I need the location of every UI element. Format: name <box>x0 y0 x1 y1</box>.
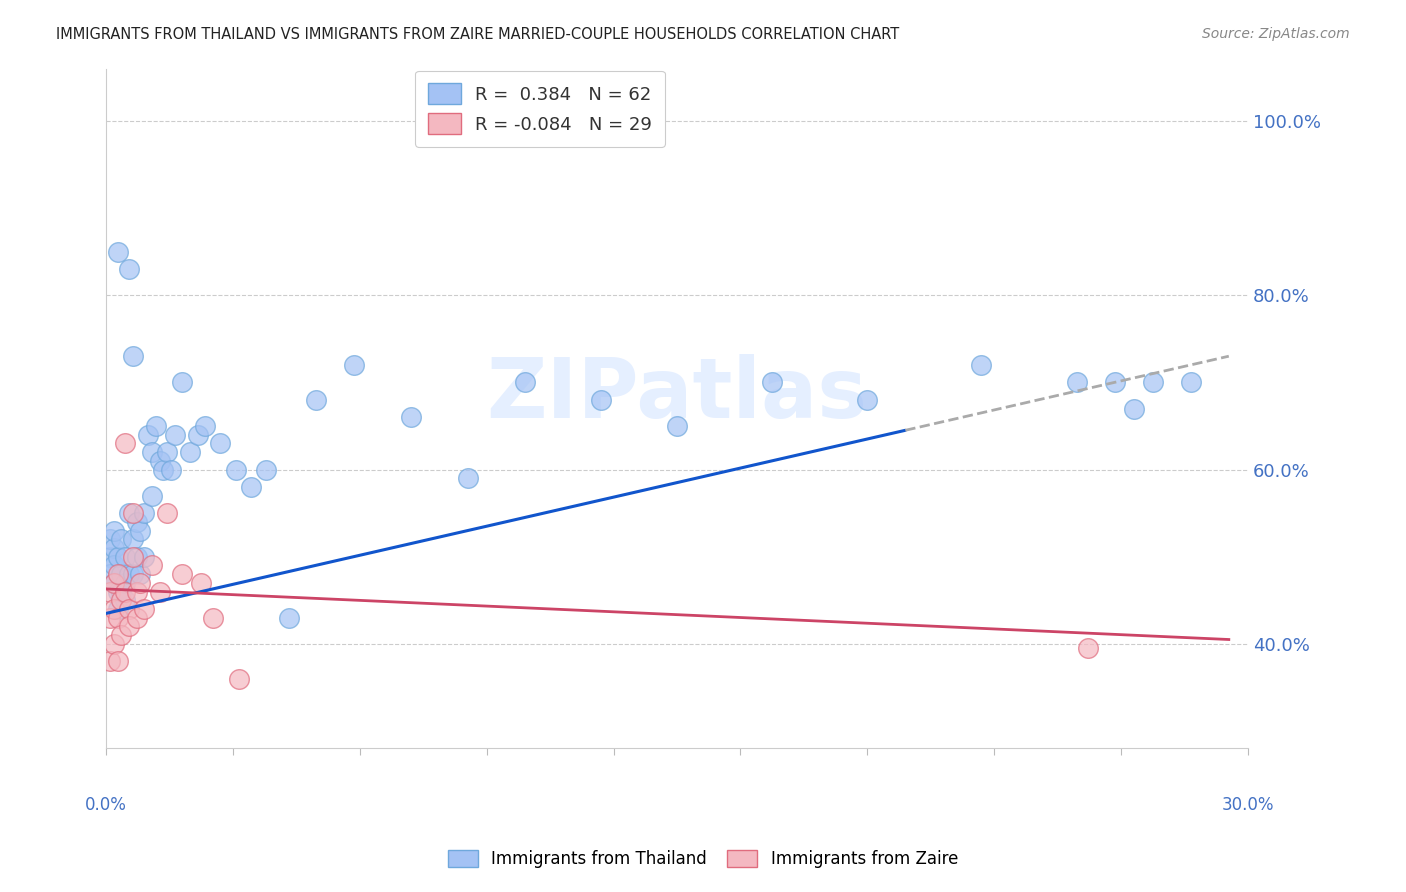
Point <box>125 549 148 564</box>
Point <box>118 602 141 616</box>
Point <box>152 462 174 476</box>
Point <box>118 506 141 520</box>
Point <box>399 410 422 425</box>
Point <box>129 567 152 582</box>
Point <box>107 602 129 616</box>
Point <box>163 427 186 442</box>
Point <box>342 358 364 372</box>
Point <box>125 584 148 599</box>
Point <box>103 602 125 616</box>
Point <box>194 419 217 434</box>
Point <box>118 262 141 277</box>
Point <box>201 611 224 625</box>
Point <box>118 619 141 633</box>
Point <box>98 567 121 582</box>
Point <box>190 575 212 590</box>
Point <box>172 376 194 390</box>
Point <box>118 567 141 582</box>
Point <box>129 575 152 590</box>
Point <box>122 506 145 520</box>
Point <box>114 584 136 599</box>
Point <box>122 549 145 564</box>
Point <box>1142 376 1164 390</box>
Point <box>970 358 993 372</box>
Point <box>239 480 262 494</box>
Point <box>172 567 194 582</box>
Point <box>107 584 129 599</box>
Point <box>156 506 179 520</box>
Point <box>107 654 129 668</box>
Point <box>1104 376 1126 390</box>
Point <box>141 445 163 459</box>
Point <box>187 427 209 442</box>
Point <box>761 376 783 390</box>
Point <box>110 567 132 582</box>
Point <box>98 549 121 564</box>
Text: 0.0%: 0.0% <box>86 796 127 814</box>
Point <box>160 462 183 476</box>
Point <box>145 419 167 434</box>
Legend: Immigrants from Thailand, Immigrants from Zaire: Immigrants from Thailand, Immigrants fro… <box>441 843 965 875</box>
Point <box>103 524 125 538</box>
Point <box>513 376 536 390</box>
Legend: R =  0.384   N = 62, R = -0.084   N = 29: R = 0.384 N = 62, R = -0.084 N = 29 <box>416 70 665 147</box>
Point <box>856 392 879 407</box>
Point <box>122 567 145 582</box>
Text: 30.0%: 30.0% <box>1222 796 1274 814</box>
Point <box>136 427 159 442</box>
Point <box>1066 376 1088 390</box>
Text: Source: ZipAtlas.com: Source: ZipAtlas.com <box>1202 27 1350 41</box>
Point <box>148 584 170 599</box>
Point <box>122 533 145 547</box>
Point <box>107 549 129 564</box>
Point <box>122 349 145 363</box>
Point <box>134 602 156 616</box>
Point <box>1122 401 1144 416</box>
Point <box>666 419 689 434</box>
Point <box>209 436 232 450</box>
Text: IMMIGRANTS FROM THAILAND VS IMMIGRANTS FROM ZAIRE MARRIED-COUPLE HOUSEHOLDS CORR: IMMIGRANTS FROM THAILAND VS IMMIGRANTS F… <box>56 27 900 42</box>
Point <box>107 611 129 625</box>
Point <box>103 637 125 651</box>
Point <box>98 533 121 547</box>
Point <box>141 558 163 573</box>
Point <box>125 515 148 529</box>
Point <box>156 445 179 459</box>
Point <box>110 533 132 547</box>
Point <box>228 672 250 686</box>
Point <box>98 654 121 668</box>
Point <box>254 462 277 476</box>
Point <box>107 567 129 582</box>
Point <box>103 575 125 590</box>
Point <box>114 549 136 564</box>
Point <box>114 575 136 590</box>
Point <box>103 575 125 590</box>
Point <box>457 471 479 485</box>
Point <box>277 611 299 625</box>
Point <box>110 593 132 607</box>
Point <box>125 611 148 625</box>
Point <box>98 611 121 625</box>
Point <box>129 524 152 538</box>
Point <box>103 558 125 573</box>
Point <box>1180 376 1202 390</box>
Point <box>148 454 170 468</box>
Point <box>225 462 247 476</box>
Point <box>134 549 156 564</box>
Point <box>114 593 136 607</box>
Point <box>1077 641 1099 656</box>
Text: ZIPatlas: ZIPatlas <box>486 354 868 435</box>
Point <box>103 541 125 555</box>
Point <box>98 584 121 599</box>
Point <box>110 628 132 642</box>
Point <box>134 506 156 520</box>
Point <box>114 436 136 450</box>
Point <box>110 584 132 599</box>
Point <box>141 489 163 503</box>
Point <box>107 244 129 259</box>
Point <box>589 392 612 407</box>
Point <box>304 392 326 407</box>
Point <box>179 445 201 459</box>
